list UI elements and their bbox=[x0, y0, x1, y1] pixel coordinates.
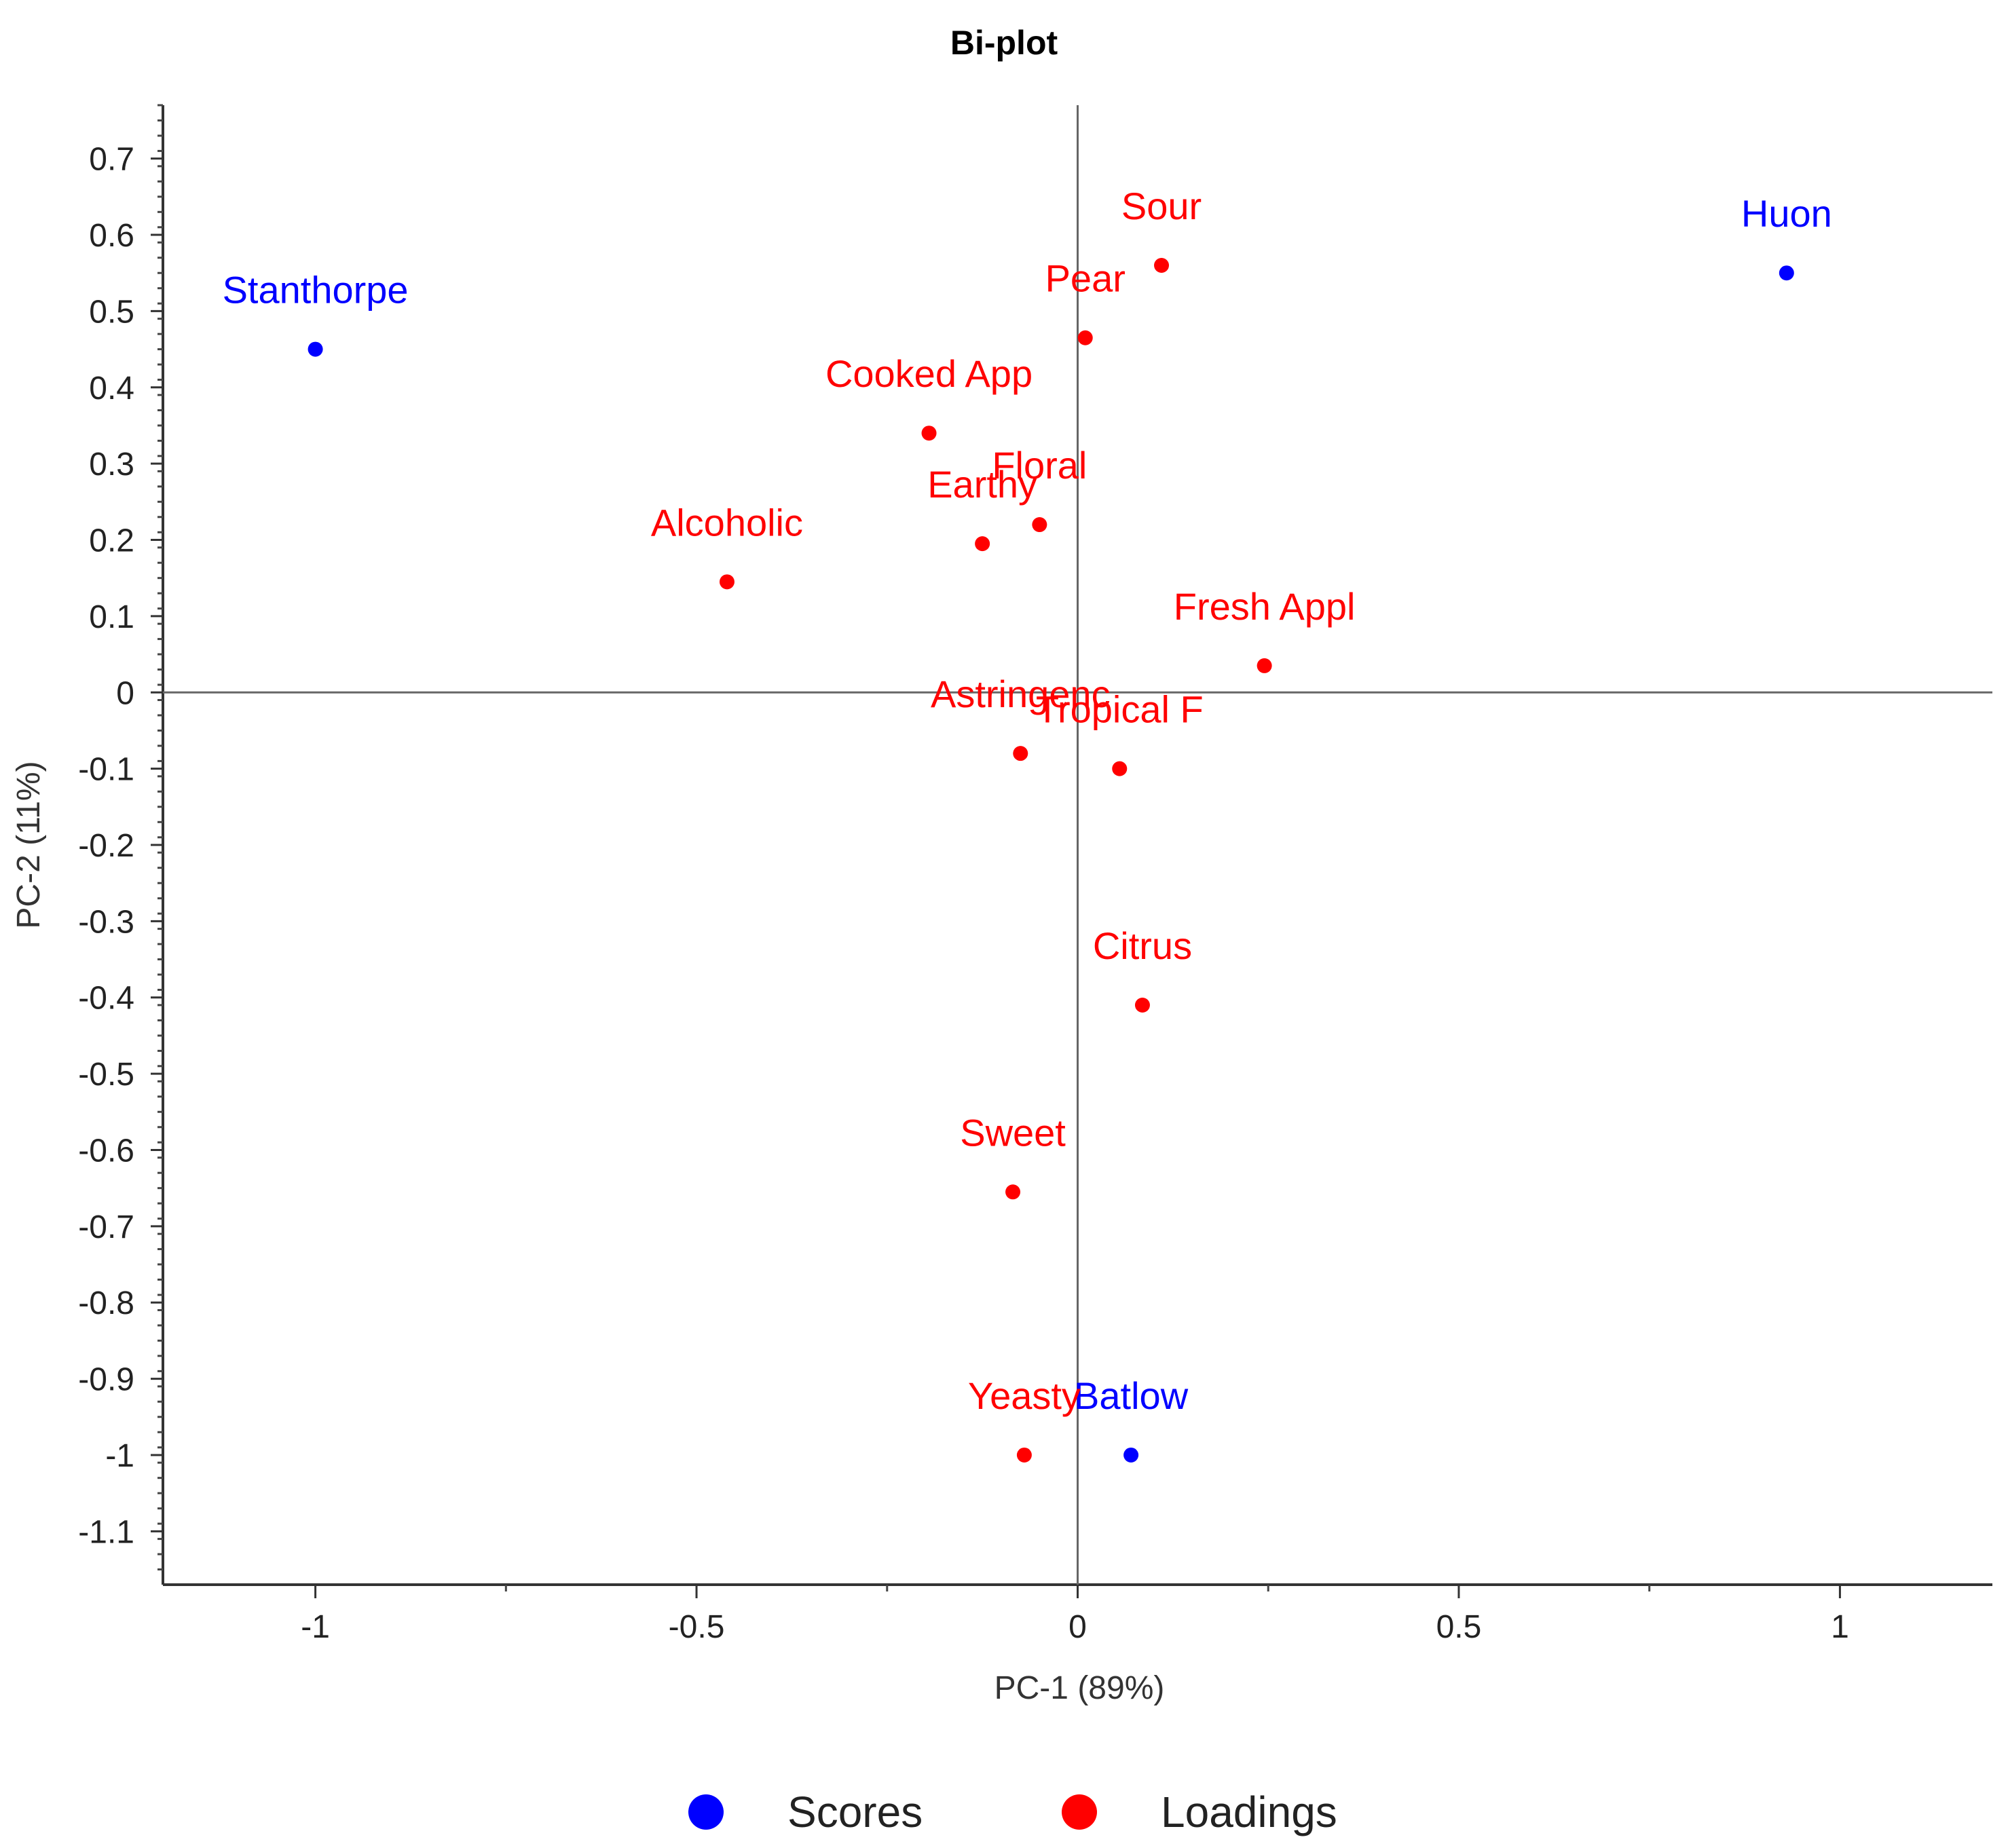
y-tick-label: 0.1 bbox=[89, 599, 134, 635]
loadings-point-label: Cooked App bbox=[825, 352, 1033, 395]
chart-title: Bi-plot bbox=[950, 24, 1058, 62]
loadings-point-label: Sweet bbox=[960, 1111, 1066, 1154]
x-tick-label: -1 bbox=[301, 1609, 330, 1645]
y-tick-label: -0.2 bbox=[78, 828, 134, 864]
loadings-point bbox=[1112, 761, 1128, 776]
loadings-point-label: Tropical F bbox=[1036, 688, 1204, 731]
loadings-point-label: Floral bbox=[992, 444, 1087, 487]
loadings-point-label: Astringenc bbox=[931, 673, 1111, 715]
y-tick-label: -0.4 bbox=[78, 981, 134, 1017]
axes: 0.7 0.6 0.5 0.4 0.3 0.2 0.1 0 -0.1 -0.2 -0.3 -0.4 -0… bbox=[78, 104, 1992, 1645]
y-tick-label: 0.4 bbox=[89, 371, 134, 407]
y-tick-label: 0.6 bbox=[89, 218, 134, 254]
y-tick-label: 0.2 bbox=[89, 523, 134, 559]
loadings-point-label: Fresh Appl bbox=[1174, 585, 1356, 628]
legend: Scores Loadings bbox=[688, 1788, 1337, 1836]
loadings-point bbox=[1032, 517, 1047, 533]
x-tick-label: -0.5 bbox=[669, 1609, 725, 1645]
x-tick-label: 0.5 bbox=[1436, 1609, 1482, 1645]
y-tick-label: -0.7 bbox=[78, 1209, 134, 1245]
y-tick-label: -1.1 bbox=[78, 1514, 134, 1550]
loadings-point-label: Alcoholic bbox=[651, 501, 803, 544]
loadings-point-label: Pear bbox=[1045, 257, 1126, 300]
y-tick-label: -1 bbox=[105, 1438, 134, 1474]
loadings-legend-label: Loadings bbox=[1161, 1788, 1337, 1836]
loadings-point bbox=[1154, 257, 1170, 273]
scores-point bbox=[1123, 1447, 1139, 1463]
y-tick-label: -0.1 bbox=[78, 752, 134, 788]
scores-legend-label: Scores bbox=[787, 1788, 923, 1836]
scores-point-label: Stanthorpe bbox=[223, 269, 409, 312]
loadings-point-label: Earthy bbox=[927, 463, 1037, 506]
loadings-point bbox=[1005, 1184, 1021, 1200]
y-tick-label: 0.3 bbox=[89, 447, 134, 483]
loadings-point bbox=[1013, 746, 1028, 761]
scores-point bbox=[1779, 265, 1794, 281]
y-tick-label: 0 bbox=[116, 675, 134, 711]
loadings-point-label: Sour bbox=[1121, 185, 1202, 227]
y-tick-label: -0.9 bbox=[78, 1362, 134, 1398]
x-axis-label: PC-1 (89%) bbox=[994, 1670, 1165, 1706]
scores-legend-marker bbox=[688, 1794, 724, 1830]
y-tick-label: 0.7 bbox=[89, 142, 134, 178]
loadings-point-label: Yeasty bbox=[968, 1374, 1081, 1417]
loadings-legend-marker bbox=[1062, 1794, 1097, 1830]
loadings-point bbox=[719, 574, 735, 590]
loadings-point bbox=[975, 536, 990, 552]
data-points: Stanthorpe Huon Batlow Sour Pear Cooked App Fl… bbox=[223, 185, 1832, 1463]
y-tick-label: -0.5 bbox=[78, 1057, 134, 1093]
scores-point bbox=[308, 341, 323, 357]
loadings-point bbox=[1016, 1447, 1032, 1463]
loadings-point-label: Citrus bbox=[1093, 924, 1192, 967]
loadings-point bbox=[1077, 330, 1093, 345]
loadings-point bbox=[1257, 658, 1272, 673]
y-tick-label: -0.6 bbox=[78, 1133, 134, 1169]
y-tick-label: 0.5 bbox=[89, 294, 134, 330]
loadings-point bbox=[1134, 997, 1150, 1013]
x-tick-label: 0 bbox=[1068, 1609, 1087, 1645]
loadings-point bbox=[921, 426, 937, 441]
scores-point-label: Huon bbox=[1741, 192, 1832, 235]
x-tick-label: 1 bbox=[1831, 1609, 1849, 1645]
y-tick-label: -0.8 bbox=[78, 1285, 134, 1321]
y-tick-label: -0.3 bbox=[78, 904, 134, 940]
y-axis-label: PC-2 (11%) bbox=[11, 761, 47, 928]
scores-point-label: Batlow bbox=[1074, 1374, 1189, 1417]
